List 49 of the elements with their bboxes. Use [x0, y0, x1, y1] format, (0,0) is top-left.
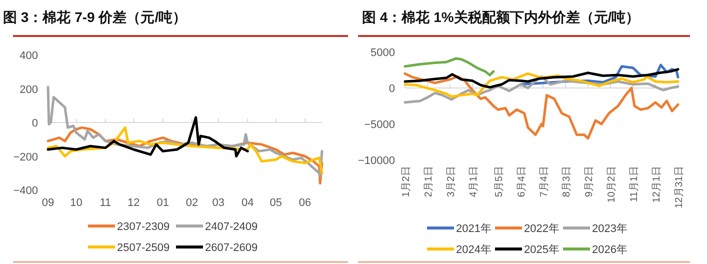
line-series [404, 68, 680, 89]
x-tick-label: 11月1日 [629, 166, 640, 202]
legend-label: 2607-2609 [205, 242, 258, 254]
legend-label: 2022年 [524, 223, 560, 235]
line-series [404, 72, 680, 98]
y-tick-label: 0 [388, 83, 395, 95]
x-tick-label: 04 [241, 197, 254, 209]
x-tick-label: 8月3日 [562, 166, 572, 198]
x-tick-label: 4月1日 [468, 166, 480, 198]
x-tick-label: 10 [70, 197, 82, 209]
chart-title: 图 4：棉花 1%关税配额下内外价差（元/吨） [362, 9, 640, 25]
x-tick-label: 12月31日 [674, 166, 685, 208]
legend-label: 2026年 [592, 244, 628, 256]
legend-label: 2307-2309 [117, 221, 170, 233]
x-tick-label: 10月2日 [606, 166, 618, 203]
legend-label: 2023年 [592, 223, 628, 235]
x-tick-label: 05 [270, 197, 282, 209]
x-tick-label: 5月5日 [494, 166, 505, 198]
y-tick-label: −200 [13, 151, 38, 164]
x-tick-label: 1月2日 [401, 166, 412, 198]
x-tick-label: 12 [128, 197, 140, 209]
y-tick-label: −10000 [358, 155, 395, 167]
y-tick-label: 5000 [370, 47, 395, 59]
x-tick-label: 06 [298, 197, 312, 209]
y-tick-label: 0 [32, 118, 38, 130]
line-series [404, 57, 495, 76]
y-tick-label: −5000 [364, 119, 395, 131]
line-series [404, 72, 680, 140]
legend-label: 2021年 [456, 223, 492, 235]
y-tick-label: 400 [20, 50, 38, 62]
x-tick-label: 09 [42, 197, 54, 209]
x-tick-label: 12月1日 [652, 166, 662, 203]
x-tick-label: 7月4日 [539, 166, 550, 198]
legend-label: 2025年 [524, 244, 560, 256]
x-tick-label: 01 [156, 197, 169, 209]
x-tick-label: 02 [186, 197, 198, 209]
legend-label: 2024年 [456, 244, 492, 256]
x-tick-label: 3月2日 [446, 166, 457, 198]
line-series [46, 116, 249, 158]
legend-label: 2507-2509 [117, 242, 170, 254]
y-tick-label: 200 [20, 84, 38, 96]
x-tick-label: 9月2日 [584, 166, 595, 198]
x-tick-label: 6月4日 [516, 166, 528, 198]
x-tick-label: 2月1日 [424, 166, 434, 198]
legend-label: 2407-2409 [205, 221, 258, 233]
y-tick-label: −400 [13, 185, 38, 197]
x-tick-label: 11 [100, 197, 112, 209]
x-tick-label: 03 [212, 197, 225, 209]
chart-title: 图 3：棉花 7-9 价差（元/吨） [3, 9, 187, 25]
